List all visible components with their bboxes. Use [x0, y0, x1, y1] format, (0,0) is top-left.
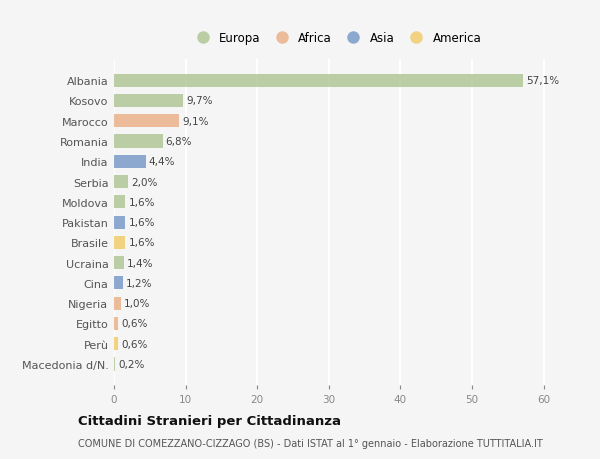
- Bar: [114, 176, 128, 189]
- Bar: [114, 95, 184, 108]
- Bar: [114, 135, 163, 148]
- Text: 0,6%: 0,6%: [121, 339, 148, 349]
- Bar: [114, 236, 125, 249]
- Text: COMUNE DI COMEZZANO-CIZZAGO (BS) - Dati ISTAT al 1° gennaio - Elaborazione TUTTI: COMUNE DI COMEZZANO-CIZZAGO (BS) - Dati …: [78, 438, 543, 448]
- Text: 57,1%: 57,1%: [526, 76, 559, 86]
- Bar: [114, 317, 118, 330]
- Bar: [114, 216, 125, 229]
- Text: 1,0%: 1,0%: [124, 298, 151, 308]
- Bar: [114, 257, 124, 269]
- Bar: [114, 297, 121, 310]
- Bar: [114, 196, 125, 209]
- Text: 1,4%: 1,4%: [127, 258, 154, 268]
- Text: 4,4%: 4,4%: [148, 157, 175, 167]
- Text: Cittadini Stranieri per Cittadinanza: Cittadini Stranieri per Cittadinanza: [78, 414, 341, 428]
- Legend: Europa, Africa, Asia, America: Europa, Africa, Asia, America: [188, 30, 484, 47]
- Text: 0,2%: 0,2%: [118, 359, 145, 369]
- Text: 1,6%: 1,6%: [128, 218, 155, 228]
- Text: 1,6%: 1,6%: [128, 197, 155, 207]
- Bar: [114, 337, 118, 351]
- Text: 1,6%: 1,6%: [128, 238, 155, 248]
- Bar: [114, 74, 523, 88]
- Bar: [114, 115, 179, 128]
- Text: 9,7%: 9,7%: [187, 96, 213, 106]
- Text: 0,6%: 0,6%: [121, 319, 148, 329]
- Text: 2,0%: 2,0%: [131, 177, 158, 187]
- Text: 6,8%: 6,8%: [166, 137, 192, 147]
- Bar: [114, 156, 146, 168]
- Bar: [114, 277, 122, 290]
- Text: 1,2%: 1,2%: [125, 278, 152, 288]
- Bar: [114, 358, 115, 371]
- Text: 9,1%: 9,1%: [182, 117, 209, 127]
